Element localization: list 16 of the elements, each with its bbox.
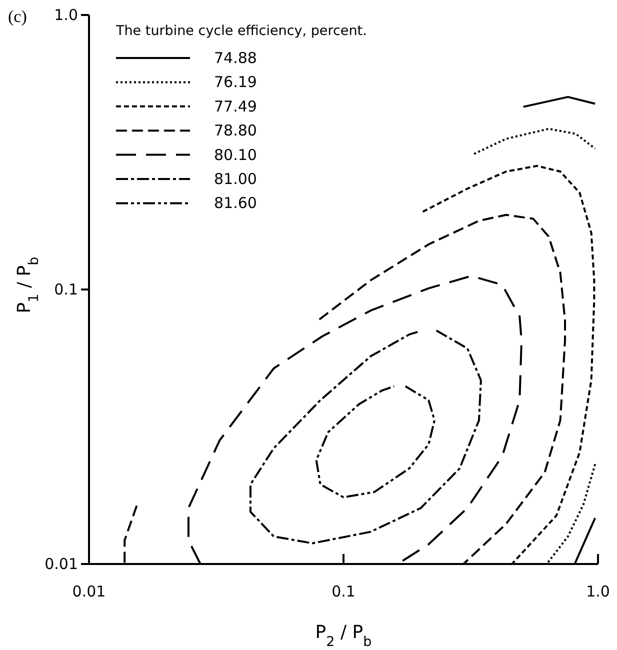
x-tick-label: 0.01 (72, 582, 106, 601)
legend-label: 81.00 (214, 170, 257, 188)
text: (c) (8, 7, 27, 26)
x-tick-label: 1.0 (586, 582, 610, 601)
y-tick-label: 1.0 (54, 6, 78, 24)
y-tick-label: 0.01 (44, 554, 78, 573)
legend-label: 78.80 (214, 122, 257, 140)
legend-label: 74.88 (214, 49, 257, 67)
x-tick-label: 0.1 (332, 582, 356, 601)
x-axis-title: P$_{2}$ / P$_{b}$ (315, 622, 372, 650)
y-tick-label: 0.1 (54, 280, 78, 298)
legend-label: 77.49 (214, 97, 257, 116)
legend-title: The turbine cycle efficiency, percent. (115, 23, 367, 39)
legend-label: 76.19 (214, 73, 257, 92)
legend-label: 80.10 (214, 146, 257, 164)
legend-label: 81.60 (214, 194, 257, 212)
